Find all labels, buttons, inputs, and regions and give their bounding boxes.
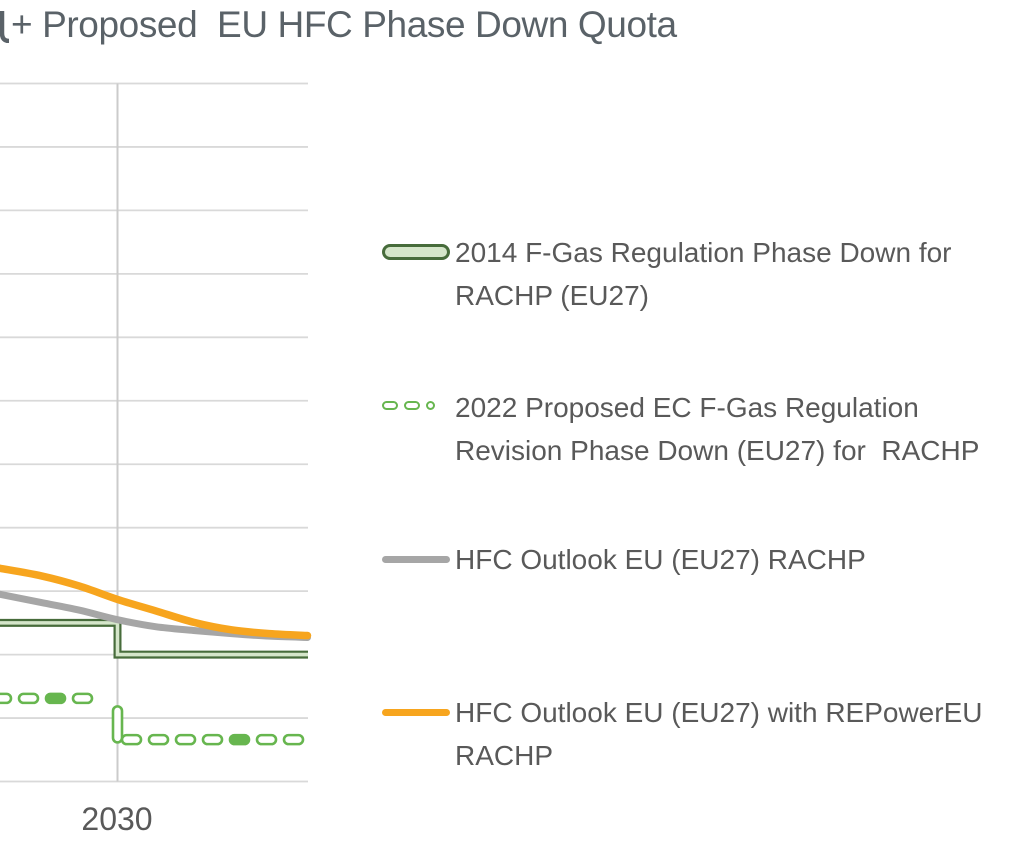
legend-label-line: HFC Outlook EU (EU27) with REPowerEU: [455, 697, 983, 728]
legend-label-line: HFC Outlook EU (EU27) RACHP: [455, 544, 866, 575]
legend-label-line: 2022 Proposed EC F-Gas Regulation: [455, 392, 919, 423]
legend-entry-hfc-outlook: HFC Outlook EU (EU27) RACHP: [382, 538, 866, 581]
legend-entry-2022-proposal: 2022 Proposed EC F-Gas Regulation Revisi…: [382, 386, 979, 472]
cropped-letter-fragment: [0, 11, 9, 43]
chart-title: + Proposed EU HFC Phase Down Quota: [11, 4, 677, 45]
legend-label-line: RACHP (EU27): [455, 280, 649, 311]
legend-entry-2014-fgas: 2014 F-Gas Regulation Phase Down for RAC…: [382, 231, 952, 317]
legend-label-line: 2014 F-Gas Regulation Phase Down for: [455, 237, 952, 268]
legend-swatch-gray-line-icon: [382, 538, 455, 563]
chart-title-row: + Proposed EU HFC Phase Down Quota: [0, 0, 1035, 60]
legend-swatch-green-dashed-line-icon: [382, 386, 455, 410]
legend-label-line: RACHP: [455, 740, 554, 771]
legend-label-line: Revision Phase Down (EU27) for RACHP: [455, 435, 980, 466]
legend-entry-hfc-outlook-repowereu: HFC Outlook EU (EU27) with REPowerEU RAC…: [382, 691, 982, 777]
legend-swatch-orange-line-icon: [382, 691, 455, 716]
x-axis-tick-2030: 2030: [81, 801, 153, 837]
legend-swatch-green-outlined-line-icon: [382, 231, 455, 260]
